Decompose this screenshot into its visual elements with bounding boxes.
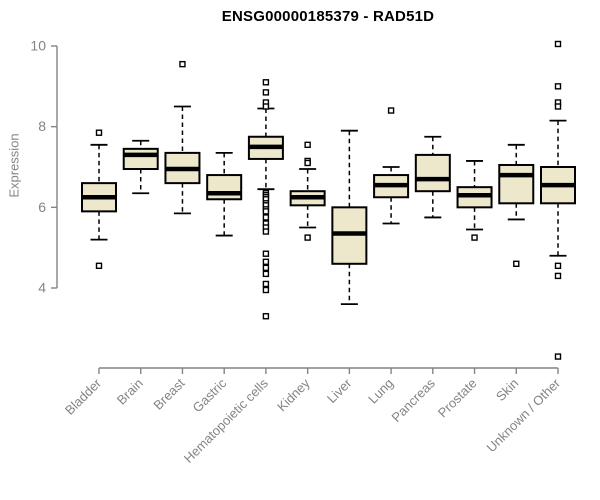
y-tick-label: 6: [38, 199, 46, 215]
box-group-lung: [373, 107, 410, 225]
iqr-box: [498, 163, 535, 205]
iqr-box: [206, 174, 243, 201]
outlier-point: [554, 103, 562, 110]
y-tick-label: 8: [38, 118, 46, 134]
box-group-bladder: [81, 129, 117, 270]
outlier-point: [304, 234, 311, 241]
x-tick-label: Gastric: [190, 375, 230, 415]
box-group-prostate: [456, 160, 493, 241]
outlier-point: [262, 228, 270, 235]
x-tick-label: Liver: [324, 375, 355, 406]
outlier-point: [554, 40, 562, 48]
iqr-box: [122, 147, 159, 171]
outlier-point: [262, 280, 270, 288]
box-group-unknown-other: [540, 40, 576, 360]
box-group-hematopoietic-cells: [247, 79, 284, 320]
outlier-point: [554, 262, 562, 270]
outlier-point: [387, 107, 395, 114]
x-tick-label: Prostate: [435, 376, 480, 421]
outlier-point: [513, 260, 520, 267]
box-group-breast: [164, 60, 201, 215]
outlier-point: [179, 60, 186, 68]
outlier-point: [95, 262, 103, 270]
outlier-point: [262, 89, 270, 96]
outlier-point: [262, 313, 270, 320]
outlier-point: [554, 83, 562, 90]
outlier-point: [262, 208, 270, 215]
x-tick-label: Kidney: [274, 375, 313, 414]
box-group-liver: [331, 129, 368, 306]
outlier-point: [262, 270, 270, 278]
outlier-point: [554, 272, 562, 280]
box-group-kidney: [289, 141, 326, 241]
y-axis-label: Expression: [6, 133, 22, 198]
box-group-skin: [498, 143, 535, 267]
x-tick-label: Pancreas: [388, 375, 438, 425]
x-tick-label: Lung: [365, 376, 396, 407]
outlier-point: [262, 250, 270, 257]
x-tick-label: Brain: [114, 376, 146, 408]
y-tick-label: 10: [30, 38, 46, 54]
outlier-point: [304, 141, 311, 149]
y-tick-label: 4: [38, 280, 46, 296]
outlier-point: [262, 286, 270, 294]
chart-title: ENSG00000185379 - RAD51D: [221, 8, 435, 25]
outlier-point: [262, 264, 270, 272]
x-tick-label: Unknown / Other: [484, 375, 564, 455]
box-group-pancreas: [414, 135, 451, 219]
outlier-point: [262, 79, 270, 86]
x-tick-label: Bladder: [62, 375, 105, 418]
outlier-point: [262, 214, 270, 221]
box-group-brain: [122, 139, 159, 195]
outlier-point: [554, 353, 562, 360]
outlier-point: [95, 129, 103, 136]
box-group-gastric: [206, 151, 243, 237]
x-tick-label: Skin: [493, 376, 521, 404]
outlier-point: [304, 159, 311, 167]
x-tick-label: Breast: [150, 375, 187, 412]
outlier-point: [262, 258, 270, 265]
outlier-point: [471, 234, 478, 241]
outlier-point: [262, 103, 270, 110]
iqr-box: [414, 153, 451, 193]
